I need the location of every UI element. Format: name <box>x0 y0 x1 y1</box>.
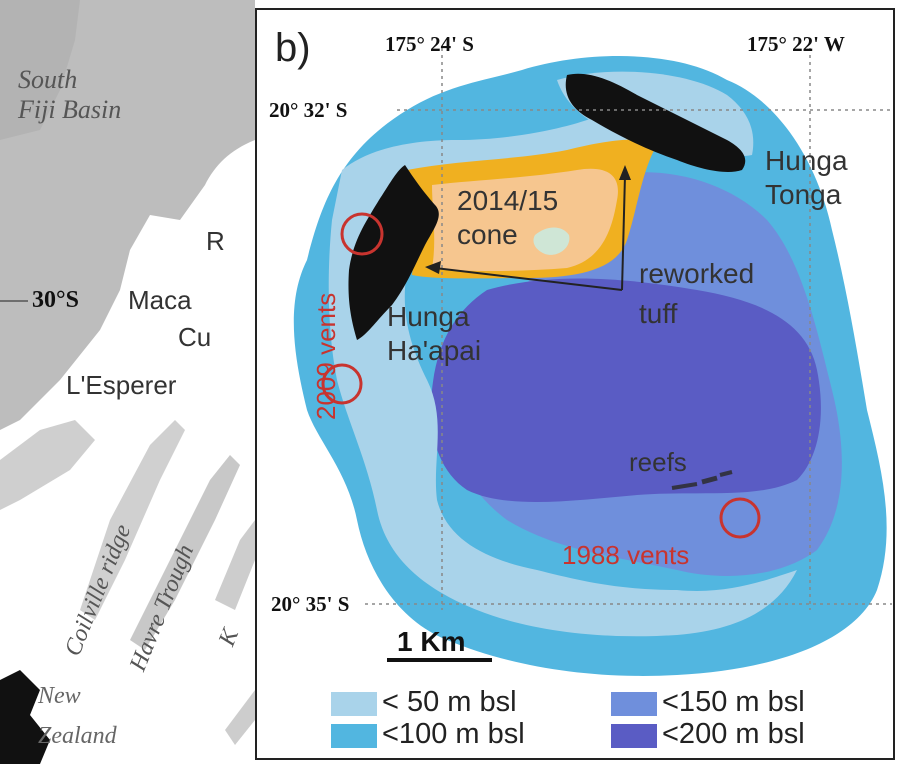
vents-1988-label: 1988 vents <box>562 540 690 570</box>
overview-map-graphic <box>0 0 255 764</box>
hunga-tonga-label: Hunga Tonga <box>765 145 848 210</box>
lesperance-label: L'Esperer <box>66 370 177 400</box>
new-zealand-label: New Zealand <box>38 683 117 749</box>
reefs-label: reefs <box>629 447 687 477</box>
legend-label-200: <200 m bsl <box>662 718 805 750</box>
reworked-tuff-label: reworked tuff <box>639 258 755 329</box>
latitude-30s-label: 30°S <box>32 287 79 313</box>
scale-bar-label: 1 Km <box>397 626 466 657</box>
bathymetry-map <box>293 48 892 676</box>
legend-swatch-200 <box>611 724 657 748</box>
macquarie-label: Maca <box>128 285 192 315</box>
legend-swatch-150 <box>611 692 657 716</box>
legend-swatch-50 <box>331 692 377 716</box>
r-label: R <box>206 226 225 256</box>
overview-map: South Fiji Basin 30°S Maca Cu R L'Espere… <box>0 0 255 764</box>
longitude-label-2: 175° 22' W <box>747 32 845 56</box>
panel-label: b) <box>275 26 311 70</box>
hunga-haapai-label: Hunga Ha'apai <box>387 301 482 366</box>
longitude-label-1: 175° 24' S <box>385 32 474 56</box>
cu-label: Cu <box>178 322 212 352</box>
south-fiji-basin-label: South Fiji Basin <box>18 65 122 124</box>
latitude-label-1: 20° 32' S <box>269 98 348 122</box>
cone-label: 2014/15 cone <box>457 185 559 250</box>
latitude-label-2: 20° 35' S <box>271 592 350 616</box>
legend-swatch-100 <box>331 724 377 748</box>
detail-map-panel: b) 175° 24' S 175° 22' W 20° 32' S 20° 3… <box>255 8 895 760</box>
legend-label-50: < 50 m bsl <box>382 686 517 718</box>
legend-label-150: <150 m bsl <box>662 686 805 718</box>
vents-2009-label: 2009 vents <box>311 292 341 420</box>
legend-label-100: <100 m bsl <box>382 718 525 750</box>
